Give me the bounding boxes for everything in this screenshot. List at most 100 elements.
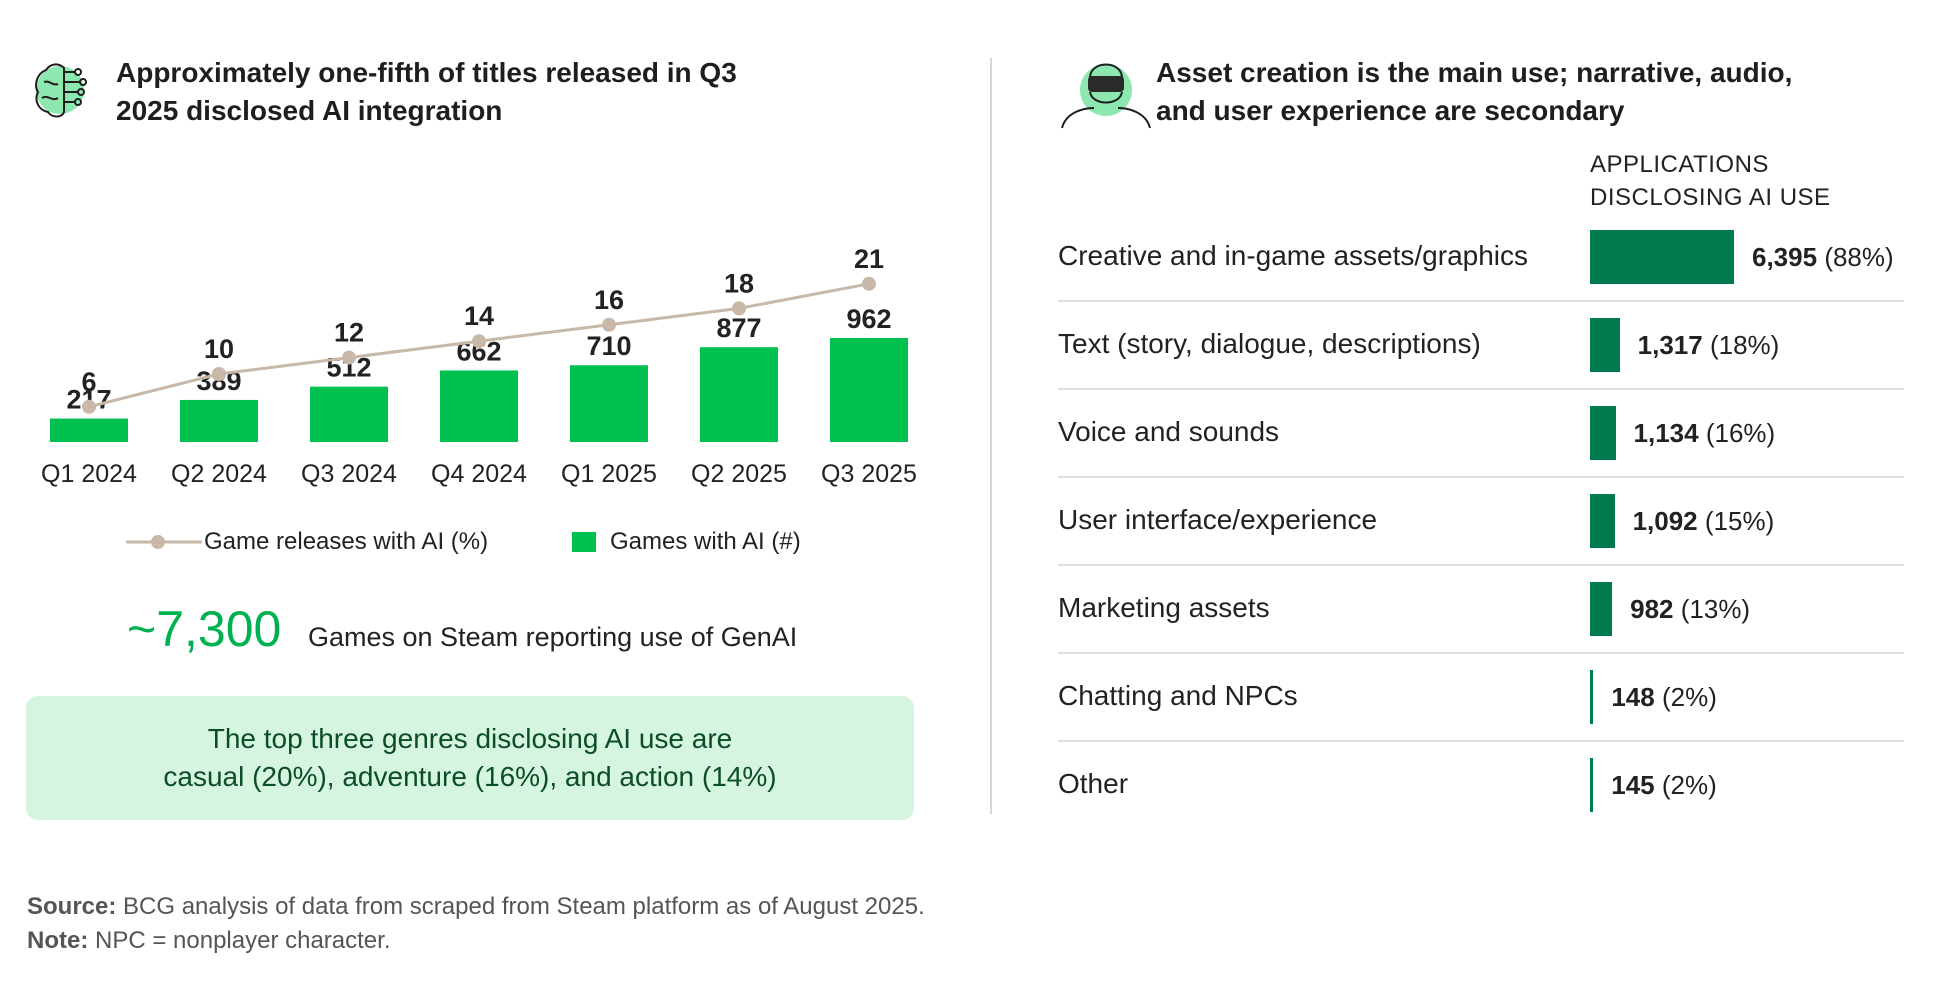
row-value: 1,317 (18%): [1638, 330, 1780, 361]
application-row: Chatting and NPCs 148 (2%): [1058, 654, 1904, 742]
application-row: Voice and sounds 1,134 (16%): [1058, 390, 1904, 478]
row-bar: [1590, 230, 1734, 284]
application-row: User interface/experience 1,092 (15%): [1058, 478, 1904, 566]
right-title-line-1: Asset creation is the main use; narrativ…: [1156, 57, 1793, 88]
row-percent: (13%): [1680, 594, 1751, 624]
bar-value-label: 710: [586, 331, 631, 361]
legend-bar-swatch: [572, 532, 596, 552]
row-count: 145: [1611, 770, 1655, 800]
left-chart-title: Approximately one-fifth of titles releas…: [116, 54, 737, 130]
column-header-line-1: APPLICATIONS: [1590, 151, 1769, 178]
row-bar: [1590, 582, 1613, 636]
row-value: 1,134 (16%): [1634, 418, 1776, 449]
row-divider: [1058, 300, 1904, 302]
row-percent: (88%): [1824, 242, 1894, 272]
source-label: Source:: [27, 893, 117, 920]
legend-bar: Games with AI (#): [572, 528, 801, 556]
x-tick-label: Q4 2024: [431, 460, 527, 488]
row-label: Text (story, dialogue, descriptions): [1058, 328, 1481, 359]
application-row: Marketing assets 982 (13%): [1058, 566, 1904, 654]
bar: [830, 338, 908, 442]
bar: [440, 370, 518, 442]
row-bar: [1590, 758, 1594, 812]
row-count: 1,134: [1633, 418, 1699, 448]
row-label: User interface/experience: [1058, 504, 1378, 535]
bar: [180, 399, 258, 442]
legend-line: Game releases with AI (%): [126, 528, 488, 556]
right-title-line-2: and user experience are secondary: [1156, 95, 1625, 126]
percent-point: [602, 317, 616, 332]
column-header: APPLICATIONS DISCLOSING AI USE: [1590, 148, 1831, 214]
row-count: 982: [1630, 594, 1674, 624]
percent-point: [342, 350, 356, 365]
percent-label: 6: [81, 367, 96, 397]
x-tick-label: Q1 2025: [561, 460, 657, 488]
percent-label: 16: [594, 285, 624, 315]
row-bar: [1590, 318, 1620, 372]
note-text: NPC = nonplayer character.: [88, 927, 391, 954]
row-divider: [1058, 740, 1904, 742]
big-number: ~7,300: [127, 601, 282, 657]
row-percent: (18%): [1709, 330, 1780, 360]
percent-point: [732, 301, 746, 316]
vr-headset-person-icon: [1056, 52, 1152, 132]
row-percent: (2%): [1661, 682, 1717, 712]
footer: Source: BCG analysis of data from scrape…: [27, 890, 925, 958]
row-divider: [1058, 652, 1904, 654]
callout-line-2: casual (20%), adventure (16%), and actio…: [163, 761, 777, 792]
row-value: 148 (2%): [1611, 682, 1717, 713]
row-value: 982 (13%): [1630, 594, 1750, 625]
row-label: Other: [1058, 768, 1129, 799]
percent-point: [862, 276, 876, 291]
note-label: Note:: [27, 927, 89, 954]
legend-line-label: Game releases with AI (%): [204, 528, 489, 555]
brain-circuit-icon: [28, 54, 100, 126]
left-title-line-2: 2025 disclosed AI integration: [116, 95, 503, 126]
big-number-caption: Games on Steam reporting use of GenAI: [308, 622, 798, 652]
bar-value-label: 877: [716, 313, 761, 343]
percent-label: 21: [854, 244, 884, 274]
row-label: Voice and sounds: [1058, 416, 1280, 447]
panel-divider: [990, 58, 992, 814]
x-tick-label: Q3 2025: [821, 460, 917, 488]
row-label: Creative and in-game assets/graphics: [1058, 240, 1529, 271]
x-tick-label: Q3 2024: [301, 460, 397, 488]
bar: [700, 347, 778, 442]
callout-line-1: The top three genres disclosing AI use a…: [207, 723, 733, 754]
row-value: 6,395 (88%): [1752, 242, 1894, 273]
x-tick-label: Q2 2025: [691, 460, 787, 488]
row-bar: [1590, 494, 1615, 548]
row-count: 6,395: [1752, 242, 1818, 272]
row-value: 1,092 (15%): [1633, 506, 1775, 537]
row-label: Chatting and NPCs: [1058, 680, 1298, 711]
x-tick-label: Q2 2024: [171, 460, 267, 488]
application-row: Other 145 (2%): [1058, 742, 1904, 830]
application-row: Creative and in-game assets/graphics 6,39…: [1058, 214, 1904, 302]
percent-point: [82, 399, 96, 414]
row-percent: (2%): [1661, 770, 1717, 800]
row-count: 148: [1611, 682, 1655, 712]
row-percent: (15%): [1704, 506, 1775, 536]
x-tick-label: Q1 2024: [41, 460, 137, 488]
row-count: 1,317: [1637, 330, 1703, 360]
percent-point: [212, 367, 226, 381]
left-title-line-1: Approximately one-fifth of titles releas…: [116, 57, 737, 88]
legend-line-swatch: [126, 535, 202, 549]
column-header-line-2: DISCLOSING AI USE: [1590, 184, 1831, 211]
row-divider: [1058, 564, 1904, 566]
right-chart-title: Asset creation is the main use; narrativ…: [1156, 54, 1792, 130]
npc-note: Note: NPC = nonplayer character.: [27, 924, 925, 958]
row-divider: [1058, 476, 1904, 478]
source-note: Source: BCG analysis of data from scrape…: [27, 890, 925, 924]
row-label: Marketing assets: [1058, 592, 1270, 623]
row-count: 1,092: [1632, 506, 1698, 536]
percent-label: 12: [334, 318, 364, 348]
percent-label: 10: [204, 334, 234, 364]
legend-bar-label: Games with AI (#): [610, 528, 801, 555]
bar: [310, 386, 388, 442]
percent-point: [472, 334, 486, 349]
bar-value-label: 962: [846, 304, 891, 334]
genre-callout: The top three genres disclosing AI use a…: [26, 696, 914, 820]
bar: [570, 365, 648, 442]
